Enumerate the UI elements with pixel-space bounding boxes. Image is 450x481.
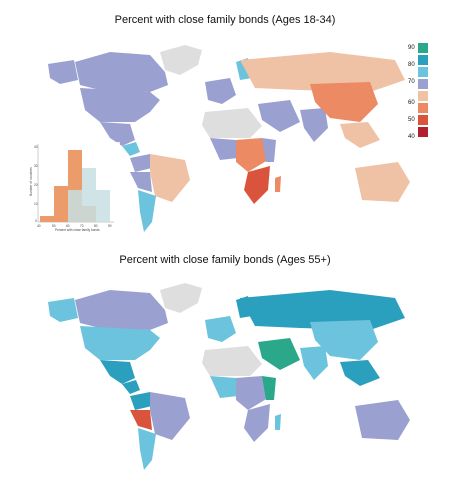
hist-bar-young-2 [54, 186, 68, 222]
australia[interactable] [355, 162, 410, 202]
central-america[interactable] [122, 380, 140, 394]
hist-bar-young-1 [40, 216, 54, 222]
hist-bar-old-3 [96, 190, 110, 222]
legend-swatch-4 [418, 79, 428, 89]
hist-xtick-80: 80 [94, 224, 98, 228]
mexico[interactable] [100, 360, 135, 384]
legend-swatch-6 [418, 103, 428, 113]
central-africa[interactable] [236, 138, 268, 172]
map-title-old: Percent with close family bonds (Ages 55… [119, 254, 331, 266]
usa[interactable] [80, 326, 160, 360]
legend-tick-80: 80 [408, 62, 415, 68]
hist-xtick-60: 60 [66, 224, 70, 228]
legend-tick-90: 90 [408, 45, 415, 51]
usa[interactable] [80, 88, 160, 122]
world-map-old [48, 283, 410, 470]
hist-ylabel: Number of countries [29, 167, 33, 196]
hist-xtick-90: 90 [108, 224, 112, 228]
alaska[interactable] [48, 298, 78, 322]
peru[interactable] [130, 172, 152, 192]
legend-swatch-2 [418, 55, 428, 65]
west-africa[interactable] [210, 138, 238, 160]
western-europe[interactable] [205, 78, 236, 104]
middle-east[interactable] [258, 100, 300, 132]
hist-xtick-70: 70 [80, 224, 84, 228]
hist-ytick-30: 30 [34, 164, 38, 168]
greenland[interactable] [160, 45, 202, 75]
china[interactable] [310, 82, 378, 122]
legend-tick-40: 40 [408, 134, 415, 140]
hist-bar-old-1 [68, 190, 82, 222]
canada[interactable] [75, 290, 168, 330]
legend-swatch-5 [418, 91, 428, 101]
legend-swatch-3 [418, 67, 428, 77]
color-legend: 90 80 70 60 50 40 [408, 43, 428, 140]
central-africa[interactable] [236, 376, 268, 410]
east-africa[interactable] [262, 138, 276, 162]
russia[interactable] [240, 290, 405, 330]
hist-ytick-40: 40 [34, 145, 38, 149]
colombia[interactable] [130, 154, 152, 172]
histogram-inset: 40 30 20 10 0 40 50 60 70 80 90 Percent … [29, 142, 120, 232]
east-africa[interactable] [262, 376, 276, 400]
southern-africa[interactable] [244, 404, 270, 442]
southeast-asia[interactable] [340, 122, 380, 148]
legend-tick-50: 50 [408, 117, 415, 123]
colombia[interactable] [130, 392, 152, 410]
middle-east[interactable] [258, 338, 300, 370]
hist-xlabel: Percent with close family bonds [55, 228, 100, 232]
world-map-young [48, 45, 410, 232]
hist-ytick-10: 10 [34, 202, 38, 206]
hist-xtick-50: 50 [52, 224, 56, 228]
australia[interactable] [355, 400, 410, 440]
madagascar[interactable] [275, 176, 281, 192]
hist-ytick-20: 20 [34, 183, 38, 187]
argentina[interactable] [138, 428, 156, 470]
mexico[interactable] [100, 122, 135, 146]
hist-xtick-40: 40 [37, 224, 41, 228]
north-africa[interactable] [202, 108, 262, 138]
legend-swatch-1 [418, 43, 428, 53]
peru[interactable] [130, 410, 152, 430]
china[interactable] [310, 320, 378, 360]
map-title-young: Percent with close family bonds (Ages 18… [114, 14, 336, 26]
argentina[interactable] [138, 190, 156, 232]
legend-tick-70: 70 [408, 79, 415, 85]
india[interactable] [300, 108, 328, 142]
brazil[interactable] [150, 392, 190, 440]
hist-ytick-0: 0 [35, 219, 37, 223]
southern-africa[interactable] [244, 166, 270, 204]
north-africa[interactable] [202, 346, 262, 376]
madagascar[interactable] [275, 414, 281, 430]
legend-swatch-8 [418, 127, 428, 137]
western-europe[interactable] [205, 316, 236, 342]
india[interactable] [300, 346, 328, 380]
hist-bar-old-2 [82, 168, 96, 222]
greenland[interactable] [160, 283, 202, 313]
west-africa[interactable] [210, 376, 238, 398]
legend-tick-60: 60 [408, 100, 415, 106]
southeast-asia[interactable] [340, 360, 380, 386]
alaska[interactable] [48, 60, 78, 84]
legend-swatch-7 [418, 115, 428, 125]
central-america[interactable] [122, 142, 140, 156]
brazil[interactable] [150, 154, 190, 202]
canada[interactable] [75, 52, 168, 92]
russia[interactable] [240, 52, 405, 92]
